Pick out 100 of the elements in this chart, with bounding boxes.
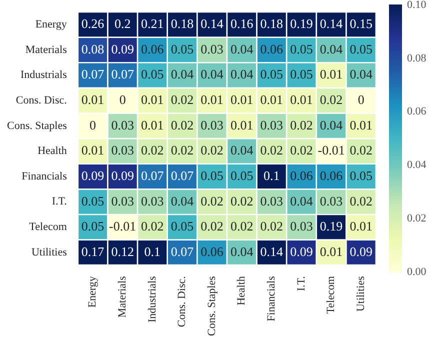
data-label: 0.04: [230, 244, 254, 259]
data-label: 0.04: [230, 142, 254, 158]
x-tick-label: I.T.: [295, 276, 308, 292]
data-label: 0.02: [200, 193, 224, 208]
data-label: 0.1: [264, 168, 280, 183]
y-tick-label: Telecom: [29, 221, 68, 234]
data-label: 0.01: [290, 92, 313, 108]
color-bar-label: 0.06: [407, 106, 427, 118]
data-label: 0.02: [290, 117, 313, 132]
data-label: 0.05: [170, 218, 194, 234]
data-label: -0.01: [318, 142, 345, 158]
data-label: 0.09: [290, 244, 313, 259]
data-label: 0.03: [290, 218, 313, 234]
data-label: 0.07: [81, 66, 105, 82]
data-label: 0.06: [320, 168, 344, 183]
data-label: 0.09: [111, 41, 134, 56]
data-label: 0.07: [111, 66, 134, 82]
data-label: 0.07: [170, 168, 194, 183]
data-label: 0.05: [81, 193, 104, 208]
data-label: 0.14: [260, 244, 284, 259]
data-label: 0.08: [81, 41, 104, 56]
data-label: 0.01: [320, 244, 343, 259]
data-label: 0.09: [111, 168, 134, 183]
data-label: 0.07: [141, 168, 164, 183]
data-label: 0.05: [350, 168, 372, 183]
data-label: 0.18: [260, 16, 284, 32]
data-label: 0.05: [290, 66, 313, 82]
data-label: 0.14: [320, 16, 344, 32]
data-label: 0.18: [170, 16, 194, 32]
data-label: 0.14: [200, 16, 224, 32]
data-label: 0.05: [200, 168, 224, 183]
data-label: 0.02: [200, 142, 224, 158]
y-tick-label: I.T.: [52, 196, 68, 208]
data-label: 0.02: [200, 218, 224, 234]
data-label: 0.1: [144, 244, 161, 259]
color-bar-label: 0.10: [407, 0, 427, 11]
data-label: 0.05: [170, 41, 194, 56]
data-label: 0.04: [350, 66, 373, 82]
data-label: 0.03: [260, 193, 284, 208]
data-label: 0.01: [320, 66, 343, 82]
data-label: 0.02: [141, 218, 164, 234]
data-label: 0.02: [230, 218, 254, 234]
data-label: 0.05: [350, 41, 372, 56]
data-label: 0.02: [260, 218, 284, 234]
data-label: 0.03: [111, 193, 134, 208]
data-label: 0.02: [170, 117, 194, 132]
y-tick-label: Utilities: [31, 246, 67, 258]
data-label: 0.02: [170, 92, 194, 108]
data-label: 0.15: [350, 16, 372, 32]
data-label: 0.21: [141, 16, 164, 32]
data-label: 0.01: [230, 117, 254, 132]
data-label: 0.04: [200, 66, 224, 82]
data-label: 0.02: [350, 193, 372, 208]
data-label: 0.01: [81, 142, 104, 158]
data-label: 0.04: [170, 66, 194, 82]
data-label: 0.05: [81, 218, 104, 234]
data-label: 0.04: [290, 193, 314, 208]
data-label: 0.03: [260, 117, 284, 132]
y-tick-label: Cons. Disc.: [16, 94, 68, 106]
data-label: 0.03: [200, 117, 224, 132]
data-label: 0.06: [141, 41, 164, 56]
data-label: 0.02: [350, 142, 372, 158]
data-label: 0.05: [141, 66, 164, 82]
data-label: 0: [119, 92, 126, 108]
data-label: 0.01: [350, 117, 372, 132]
data-label: 0.02: [260, 142, 284, 158]
data-label: 0.03: [200, 41, 224, 56]
data-label: -0.01: [109, 218, 136, 234]
x-tick-label: Utilities: [354, 276, 367, 312]
data-label: 0.05: [290, 41, 313, 56]
y-tick-label: Industrials: [20, 69, 67, 82]
data-label: 0.02: [170, 142, 194, 158]
data-label: 0.07: [170, 244, 194, 259]
data-label: 0.06: [290, 168, 314, 183]
data-label: 0.06: [260, 41, 284, 56]
data-label: 0.01: [141, 92, 164, 108]
data-label: 0.09: [350, 244, 372, 259]
data-label: 0.12: [111, 244, 134, 259]
data-label: 0.03: [111, 142, 134, 158]
data-label: 0.19: [290, 16, 313, 32]
data-label: 0.01: [350, 218, 372, 234]
y-tick-label: Materials: [25, 44, 67, 56]
data-label: 0.04: [230, 66, 254, 82]
data-label: 0.01: [141, 117, 164, 132]
data-label: 0.02: [320, 92, 343, 108]
y-tick-label: Cons. Staples: [6, 120, 67, 132]
y-tick-label: Energy: [35, 18, 68, 31]
color-bar-label: 0.02: [407, 212, 426, 225]
data-label: 0.05: [260, 66, 284, 82]
data-label: 0.02: [141, 142, 164, 158]
y-tick-label: Financials: [22, 170, 67, 182]
x-tick-label: Materials: [116, 276, 128, 318]
data-label: 0.09: [81, 168, 104, 183]
data-label: 0.03: [141, 193, 164, 208]
data-label: 0.04: [320, 117, 344, 132]
data-label: 0.01: [200, 92, 224, 108]
x-tick-label: Energy: [86, 276, 99, 308]
color-bar-label: 0.08: [407, 52, 427, 64]
x-tick-label: Health: [236, 276, 248, 306]
data-label: 0: [90, 117, 96, 132]
